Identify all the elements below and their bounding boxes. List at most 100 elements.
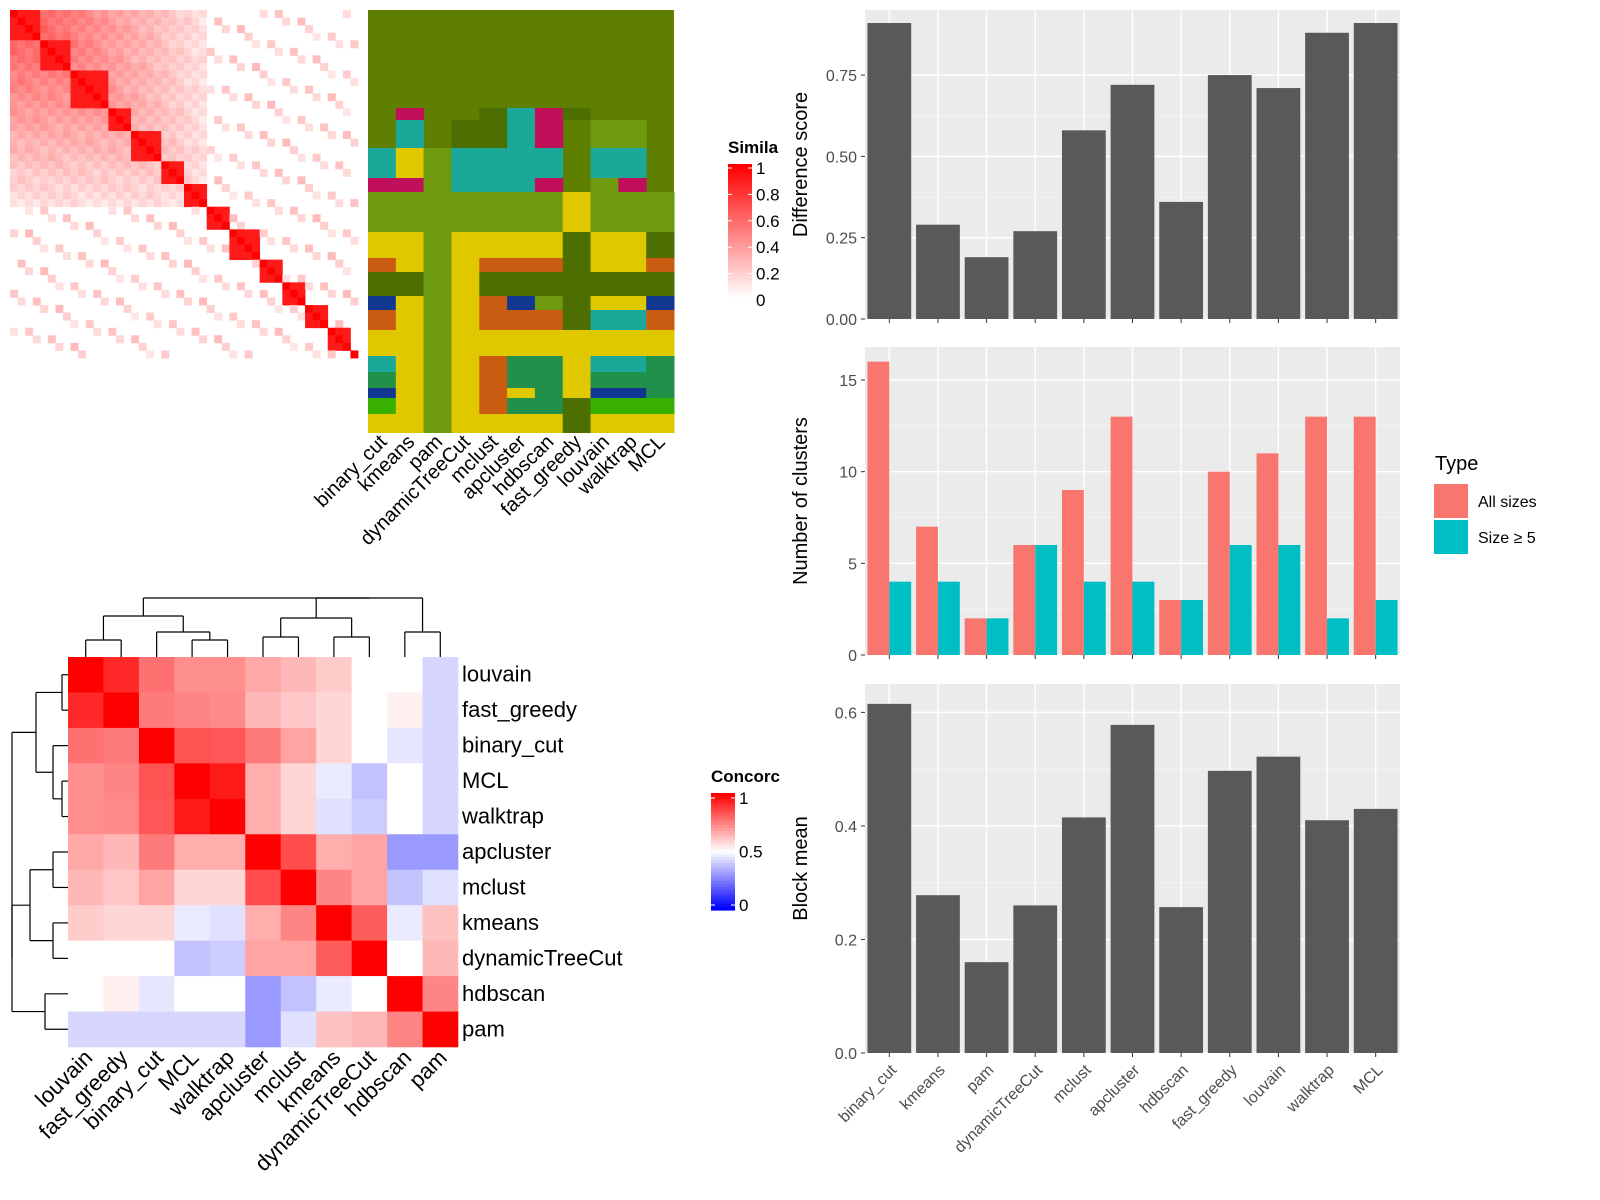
concordance-cell [209,976,246,1012]
bar-all-sizes [867,361,890,655]
similarity-cell [131,10,140,18]
similarity-cell [229,214,238,223]
cluster-cell [646,296,675,310]
similarity-cell [138,244,147,253]
similarity-cell [131,131,140,140]
similarity-cell [161,70,170,79]
similarity-cell [115,25,124,34]
similarity-cell [40,123,49,132]
similarity-cell [267,78,276,87]
similarity-cell [138,342,147,351]
similarity-cell [85,100,94,109]
similarity-cell [252,259,261,268]
similarity-cell [342,267,351,276]
similarity-cell [17,47,26,56]
similarity-cell [153,93,162,102]
concordance-cell [103,657,140,693]
similarity-cell [199,184,208,192]
cluster-cell [562,388,592,398]
concordance-cell [103,1011,140,1048]
cluster-cell [534,388,564,398]
concordance-cell [245,869,282,906]
similarity-cell [221,123,230,132]
concordance-legend-swatch [711,842,735,847]
similarity-cell [335,327,344,336]
similarity-cell [320,312,329,321]
similarity-cell [40,40,49,49]
similarity-cell [161,32,170,41]
similarity-cell [184,100,192,109]
similarity-cell [131,100,140,109]
similarity-cell [78,146,87,155]
similarity-cell [40,206,49,215]
similarity-cell [123,146,132,155]
similarity-cell [47,199,56,208]
similarity-cell [327,342,336,351]
similarity-cell [10,138,18,147]
similarity-cell [206,244,215,253]
similarity-cell [123,191,132,200]
similarity-cell [153,17,162,26]
similarity-cell [32,153,41,162]
cluster-cell [368,398,397,414]
similarity-cell [138,115,147,124]
similarity-cell [191,123,200,132]
similarity-cell [40,115,49,124]
similarity-cell [85,70,94,79]
similarity-cell [184,115,192,124]
similarity-cell [297,176,306,185]
similarity-cell [146,85,155,94]
similarity-cell [93,327,102,336]
similarity-cell [312,252,321,261]
similarity-cell [123,153,132,162]
similarity-cell [131,62,140,71]
similarity-cell [32,78,41,87]
similarity-cell [199,40,208,49]
concordance-legend-swatch [711,886,735,891]
concordance-cell [245,798,282,835]
similarity-cell [146,115,155,124]
concordance-cell [68,940,104,977]
similarity-cell [25,206,34,215]
y-tick-label: 0.2 [835,932,857,949]
cluster-cell [479,356,508,372]
cluster-cell [562,108,592,120]
similarity-cell [131,153,140,162]
similarity-cell [17,78,26,87]
bar [964,257,1009,319]
similarity-cell [17,85,26,94]
similarity-cell [312,55,321,64]
similarity-cell [168,199,177,208]
similarity-cell [47,100,56,109]
similarity-cell [25,191,34,200]
similarity-cell [93,184,102,192]
similarity-cell [100,161,109,170]
cluster-cell [618,310,647,330]
similarity-cell [32,138,41,147]
similarity-cell [25,267,34,276]
similarity-cell [131,40,140,49]
type-legend-swatch [1434,484,1468,518]
similarity-cell [153,25,162,34]
bar-all-sizes [1110,416,1133,655]
concordance-legend-swatch [711,880,735,885]
similarity-cell [146,40,155,49]
similarity-cell [10,115,18,124]
similarity-legend-swatch [728,289,752,294]
concordance-cell [351,1011,388,1048]
similarity-cell [85,32,94,41]
similarity-cell [199,191,208,200]
cluster-cell [507,398,536,414]
concordance-cell [174,834,211,871]
similarity-cell [229,55,238,64]
similarity-cell [267,236,276,245]
similarity-cell [153,70,162,79]
similarity-cell [176,32,185,41]
similarity-cell [93,10,102,18]
similarity-cell [123,176,132,185]
similarity-cell [282,176,291,185]
similarity-cell [78,138,87,147]
similarity-cell [70,85,79,94]
similarity-cell [168,153,177,162]
